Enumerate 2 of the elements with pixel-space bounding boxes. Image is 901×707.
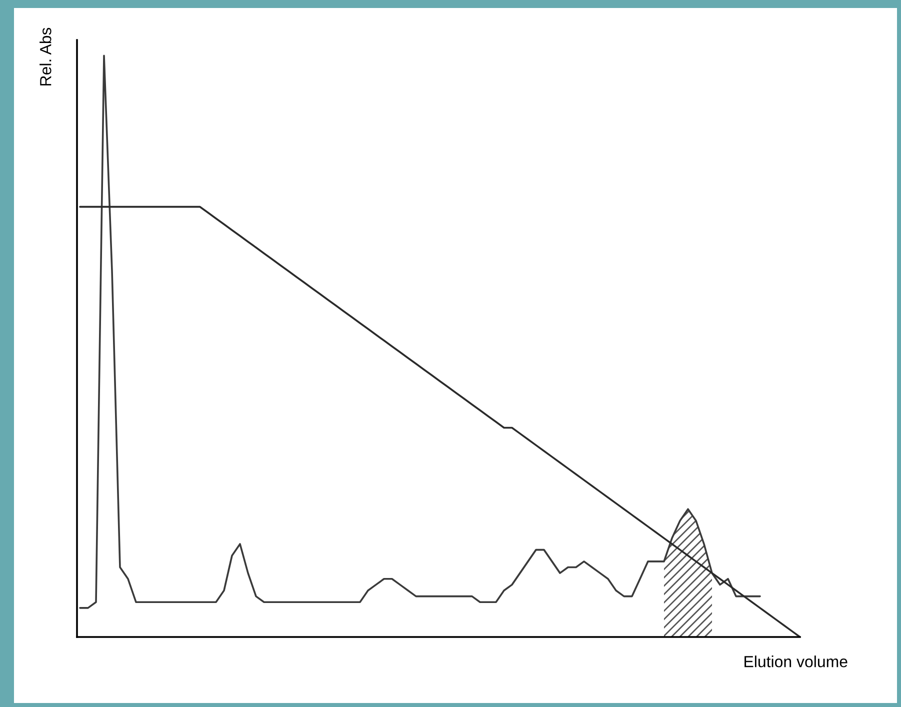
y-axis-title: Rel. Abs xyxy=(40,28,52,86)
x-axis-title: Elution volume xyxy=(744,656,848,668)
